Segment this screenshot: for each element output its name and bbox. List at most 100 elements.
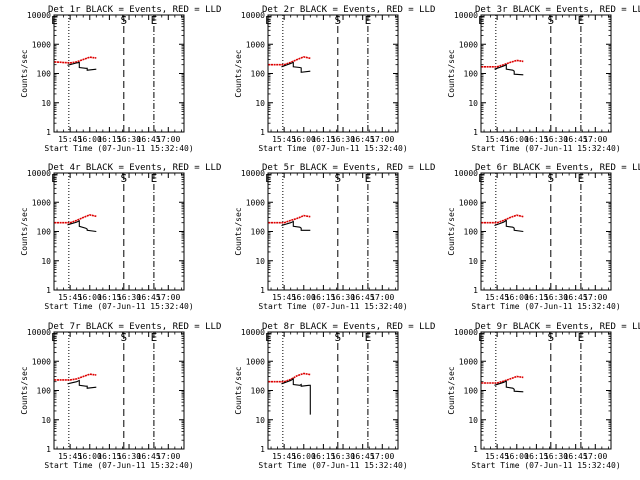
y-tick-label: 10000	[27, 169, 51, 178]
x-tick-label: 17:00	[156, 452, 180, 461]
y-tick-label: 10000	[27, 11, 51, 20]
event-marker-s: S	[547, 14, 554, 27]
y-tick-label: 1000	[246, 198, 265, 207]
y-tick-label: 10000	[241, 169, 265, 178]
y-tick-label: 1000	[246, 40, 265, 49]
panel-title: Det 8r BLACK = Events, RED = LLD	[262, 322, 435, 332]
series-events-line	[494, 380, 524, 393]
x-tick-label: 16:15	[524, 135, 548, 144]
panel-title: Det 2r BLACK = Events, RED = LLD	[262, 5, 435, 15]
x-tick-label: 15:45	[58, 135, 82, 144]
event-marker-e: E	[265, 14, 272, 27]
series-events-line	[67, 379, 97, 389]
y-tick-label: 10	[255, 257, 265, 266]
series-events-line	[67, 61, 97, 71]
event-marker-s: S	[547, 172, 554, 185]
y-tick-label: 10	[41, 257, 51, 266]
panel-title: Det 4r BLACK = Events, RED = LLD	[48, 163, 221, 173]
y-tick-label: 10	[468, 416, 478, 425]
x-tick-label: 16:45	[351, 452, 375, 461]
x-tick-label: 15:45	[272, 293, 296, 302]
panel-det-5: Det 5r BLACK = Events, RED = LLD 1 10 100 10…	[234, 163, 435, 311]
panel-det-4: Det 4r BLACK = Events, RED = LLD 1 10 100 10…	[20, 163, 221, 311]
x-tick-label: 16:15	[311, 293, 335, 302]
event-marker-e: E	[151, 14, 158, 27]
event-marker-e: E	[151, 331, 158, 344]
panel-title: Det 9r BLACK = Events, RED = LLD	[475, 322, 640, 332]
series-lld-line	[268, 214, 311, 224]
y-tick-label: 100	[464, 228, 479, 237]
x-tick-label: 16:00	[292, 293, 316, 302]
event-marker-e: E	[478, 331, 485, 344]
event-marker-e: E	[478, 172, 485, 185]
event-marker-e: E	[365, 331, 372, 344]
y-tick-label: 1	[46, 445, 51, 454]
x-tick-label: 16:00	[78, 293, 102, 302]
event-marker-s: S	[334, 14, 341, 27]
y-tick-label: 100	[37, 228, 52, 237]
y-tick-label: 10	[255, 416, 265, 425]
x-tick-label: 15:45	[272, 135, 296, 144]
x-axis-label: Start Time (07-Jun-11 15:32:40)	[258, 461, 407, 470]
x-tick-label: 16:45	[351, 135, 375, 144]
x-tick-label: 17:00	[583, 135, 607, 144]
x-tick-label: 17:00	[370, 293, 394, 302]
plot-frame	[53, 172, 185, 291]
x-tick-label: 16:45	[564, 293, 588, 302]
x-tick-label: 16:45	[137, 135, 161, 144]
y-axis-label: Counts/sec	[234, 207, 243, 255]
series-events-line	[281, 61, 311, 73]
y-tick-label: 100	[251, 228, 266, 237]
panel-title: Det 1r BLACK = Events, RED = LLD	[48, 5, 221, 15]
x-tick-label: 16:45	[137, 293, 161, 302]
x-axis-label: Start Time (07-Jun-11 15:32:40)	[44, 302, 193, 311]
x-tick-label: 16:30	[331, 293, 355, 302]
series-events-line	[494, 63, 524, 76]
x-tick-label: 16:30	[544, 135, 568, 144]
plot-frame	[53, 14, 185, 133]
event-marker-e: E	[265, 331, 272, 344]
event-marker-e: E	[51, 172, 58, 185]
x-tick-label: 16:45	[564, 452, 588, 461]
y-tick-label: 100	[251, 70, 266, 79]
x-tick-label: 16:00	[78, 135, 102, 144]
x-tick-label: 16:15	[97, 452, 121, 461]
series-events-line	[281, 377, 311, 415]
panel-title: Det 7r BLACK = Events, RED = LLD	[48, 322, 221, 332]
y-tick-label: 10000	[241, 328, 265, 337]
series-lld-line	[481, 375, 524, 384]
x-tick-label: 16:15	[97, 293, 121, 302]
y-axis-label: Counts/sec	[20, 207, 29, 255]
x-tick-label: 16:00	[505, 452, 529, 461]
x-tick-label: 16:00	[292, 452, 316, 461]
event-marker-e: E	[365, 14, 372, 27]
series-lld-line	[54, 56, 97, 64]
x-axis-label: Start Time (07-Jun-11 15:32:40)	[258, 144, 407, 153]
y-tick-label: 1	[260, 286, 265, 295]
y-tick-label: 1	[260, 445, 265, 454]
event-marker-e: E	[151, 172, 158, 185]
y-tick-label: 10	[468, 99, 478, 108]
event-marker-e: E	[578, 172, 585, 185]
event-marker-e: E	[578, 331, 585, 344]
plot-frame	[267, 14, 399, 133]
x-tick-label: 17:00	[370, 135, 394, 144]
y-tick-label: 1000	[459, 198, 478, 207]
y-tick-label: 1000	[32, 198, 51, 207]
series-events-line	[281, 220, 311, 231]
plot-frame	[480, 331, 612, 450]
panel-det-3: Det 3r BLACK = Events, RED = LLD 1 10 100 10…	[447, 5, 640, 153]
series-events-line	[494, 219, 524, 233]
x-tick-label: 16:15	[311, 452, 335, 461]
event-marker-e: E	[265, 172, 272, 185]
x-tick-label: 16:30	[331, 135, 355, 144]
x-tick-label: 16:30	[544, 452, 568, 461]
x-tick-label: 16:30	[117, 293, 141, 302]
x-axis-label: Start Time (07-Jun-11 15:32:40)	[258, 302, 407, 311]
panel-det-2: Det 2r BLACK = Events, RED = LLD 1 10 100 10…	[234, 5, 435, 153]
y-axis-label: Counts/sec	[447, 49, 456, 97]
y-tick-label: 1	[46, 286, 51, 295]
x-tick-label: 16:45	[564, 135, 588, 144]
panel-title: Det 6r BLACK = Events, RED = LLD	[475, 163, 640, 173]
